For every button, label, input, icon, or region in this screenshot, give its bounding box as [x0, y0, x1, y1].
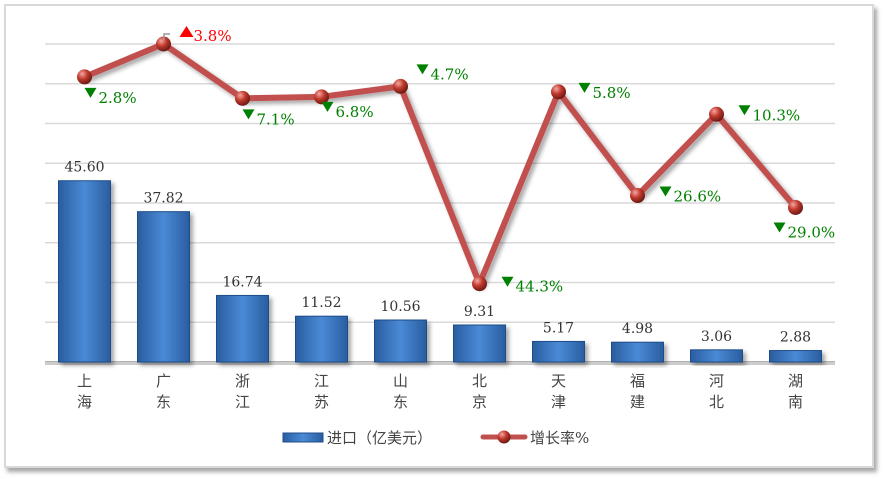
- bar-value-label: 9.31: [464, 304, 495, 320]
- category-label: 广: [156, 372, 171, 390]
- growth-value-label: 10.3%: [753, 106, 801, 124]
- x-axis: [45, 362, 835, 365]
- bar-value-label: 4.98: [622, 321, 653, 337]
- category-label: 建: [630, 393, 645, 411]
- category-label: 湖: [788, 372, 803, 390]
- down-triangle-icon: [659, 186, 672, 197]
- bar-value-label: 2.88: [780, 330, 811, 346]
- bar-value-label: 5.17: [543, 320, 574, 336]
- down-triangle-icon: [578, 82, 591, 93]
- bar-value-label: 45.60: [64, 160, 104, 176]
- line-point: [156, 36, 171, 52]
- bar-value-label: 11.52: [301, 295, 341, 311]
- line-point: [235, 90, 250, 106]
- growth-value-label: 5.8%: [593, 84, 631, 102]
- bar-value-label: 37.82: [143, 191, 183, 207]
- line-point: [314, 89, 329, 105]
- down-triangle-icon: [416, 64, 429, 75]
- down-triangle-icon: [738, 105, 751, 116]
- bar: [137, 211, 190, 363]
- bar: [690, 349, 743, 363]
- growth-value-label: 29.0%: [788, 223, 836, 241]
- growth-value-label: 6.8%: [336, 103, 374, 121]
- line-point: [788, 199, 803, 215]
- growth-value-label: 26.6%: [674, 188, 722, 206]
- legend-label: 增长率%: [530, 429, 589, 447]
- line-point: [472, 276, 487, 292]
- growth-line: [83, 41, 798, 287]
- category-label: 南: [788, 393, 803, 411]
- category-label: 上: [77, 372, 92, 390]
- category-label: 浙: [235, 372, 250, 390]
- bar: [453, 324, 506, 363]
- down-triangle-icon: [501, 276, 514, 287]
- category-label: 苏: [314, 393, 329, 411]
- bar: [611, 341, 664, 363]
- down-triangle-icon: [242, 109, 255, 120]
- growth-value-label: 44.3%: [516, 278, 564, 296]
- bar: [216, 294, 269, 363]
- line-point: [551, 84, 566, 100]
- bar: [374, 319, 427, 363]
- category-label: 天: [551, 372, 566, 390]
- category-label: 东: [156, 393, 171, 411]
- growth-value-label: 2.8%: [99, 89, 137, 107]
- legend-bar-icon: [282, 432, 324, 443]
- legend-point-icon: [497, 430, 511, 444]
- down-triangle-icon: [84, 87, 97, 98]
- category-label: 北: [709, 393, 724, 411]
- growth-value-label: 7.1%: [257, 110, 295, 128]
- bar: [58, 180, 111, 363]
- bar-value-label: 16.74: [222, 274, 262, 290]
- category-label: 京: [472, 393, 487, 411]
- category-label: 津: [551, 393, 566, 411]
- line-point: [393, 78, 408, 94]
- up-triangle-icon: [179, 26, 194, 37]
- line-point: [630, 188, 645, 204]
- category-label: 东: [393, 393, 408, 411]
- growth-value-label: 3.8%: [194, 27, 232, 45]
- legend-label: 进口（亿美元）: [327, 429, 432, 447]
- category-label: 海: [77, 393, 92, 411]
- bar: [769, 350, 822, 363]
- line-point: [709, 106, 724, 122]
- bar-value-label: 3.06: [701, 329, 732, 345]
- bar: [532, 340, 585, 363]
- category-label: 江: [314, 372, 329, 390]
- category-label: 山: [393, 372, 408, 390]
- category-label: 江: [235, 393, 250, 411]
- leader-line: [163, 33, 170, 40]
- category-label: 北: [472, 372, 487, 390]
- down-triangle-icon: [773, 222, 786, 233]
- bar-value-label: 10.56: [380, 299, 420, 315]
- category-label: 河: [709, 372, 724, 390]
- down-triangle-icon: [321, 101, 334, 112]
- category-label: 福: [630, 372, 645, 390]
- bar: [295, 315, 348, 363]
- line-point: [77, 69, 92, 85]
- growth-value-label: 4.7%: [431, 65, 469, 83]
